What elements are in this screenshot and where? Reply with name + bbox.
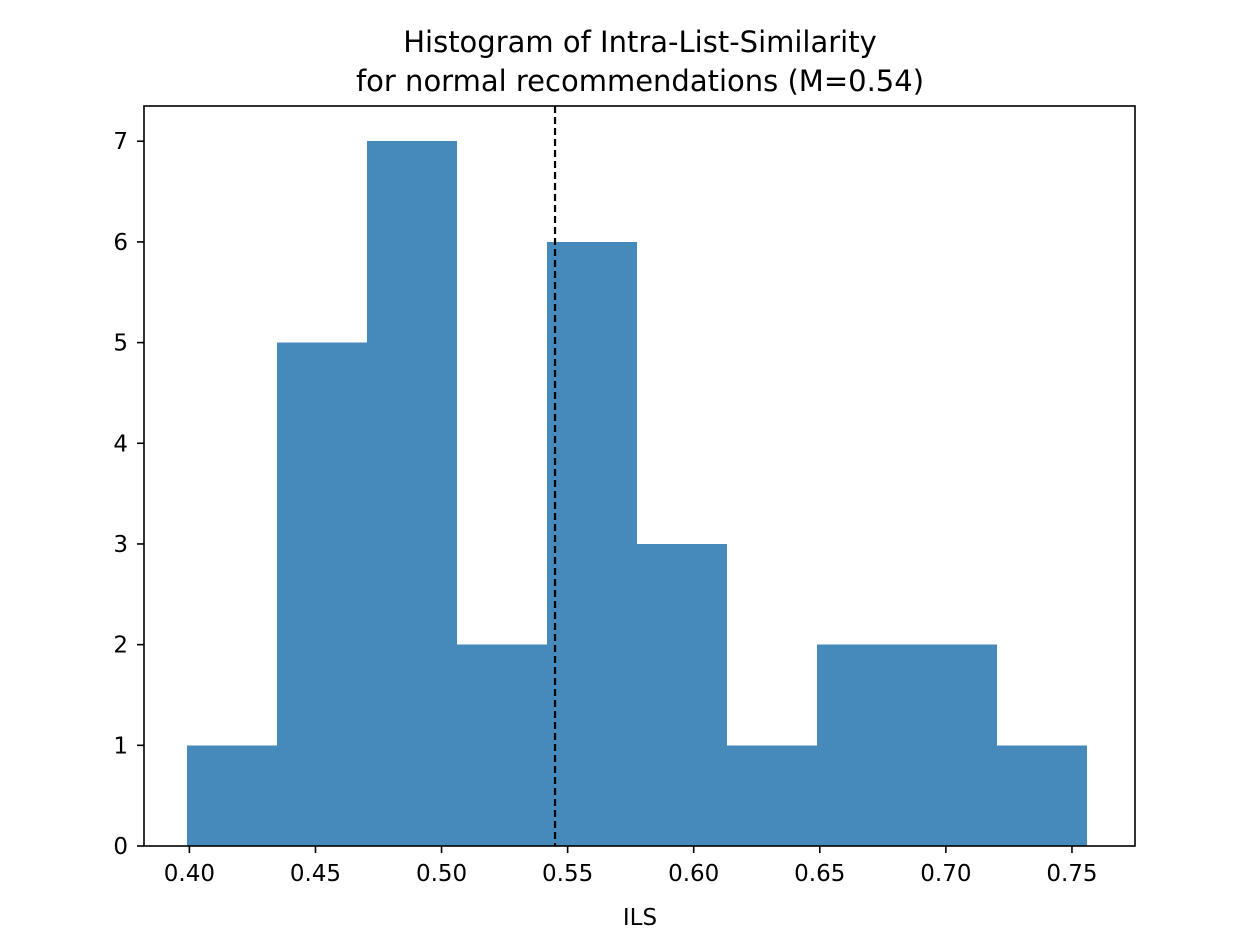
chart-title-line2: for normal recommendations (M=0.54) — [356, 64, 924, 98]
histogram-bar — [186, 745, 277, 846]
axes-frame — [143, 105, 1136, 847]
y-tick-label: 3 — [113, 532, 128, 558]
histogram-bar — [366, 141, 457, 846]
histogram-bar — [997, 745, 1088, 846]
x-tick-label: 0.65 — [794, 861, 845, 887]
y-tick-label: 4 — [113, 431, 128, 457]
histogram-bar — [546, 241, 637, 847]
histogram-bars — [186, 141, 1088, 847]
histogram-bar — [727, 745, 818, 846]
x-axis-ticks: 0.40 0.45 0.50 0.55 0.60 0.65 0.70 0.75 — [164, 846, 1098, 887]
x-tick-label: 0.45 — [290, 861, 341, 887]
x-tick-label: 0.60 — [668, 861, 719, 887]
y-tick-label: 2 — [113, 633, 128, 659]
x-tick-label: 0.40 — [164, 861, 215, 887]
x-tick-label: 0.70 — [920, 861, 971, 887]
x-tick-label: 0.50 — [416, 861, 467, 887]
x-tick-label: 0.55 — [542, 861, 593, 887]
y-axis-ticks: 0 1 2 3 4 5 6 7 — [113, 129, 144, 860]
histogram-bar — [276, 342, 367, 846]
y-tick-label: 0 — [113, 834, 128, 860]
x-tick-label: 0.75 — [1046, 861, 1097, 887]
histogram-bar — [907, 644, 998, 846]
histogram-bar — [456, 644, 547, 846]
y-tick-label: 6 — [113, 230, 128, 256]
chart-title-line1: Histogram of Intra-List-Similarity — [403, 25, 877, 59]
y-tick-label: 1 — [113, 733, 128, 759]
y-tick-label: 7 — [113, 129, 128, 155]
y-tick-label: 5 — [113, 331, 128, 357]
x-axis-label: ILS — [623, 905, 657, 931]
histogram-bar — [636, 543, 728, 846]
histogram-bar — [817, 644, 908, 846]
